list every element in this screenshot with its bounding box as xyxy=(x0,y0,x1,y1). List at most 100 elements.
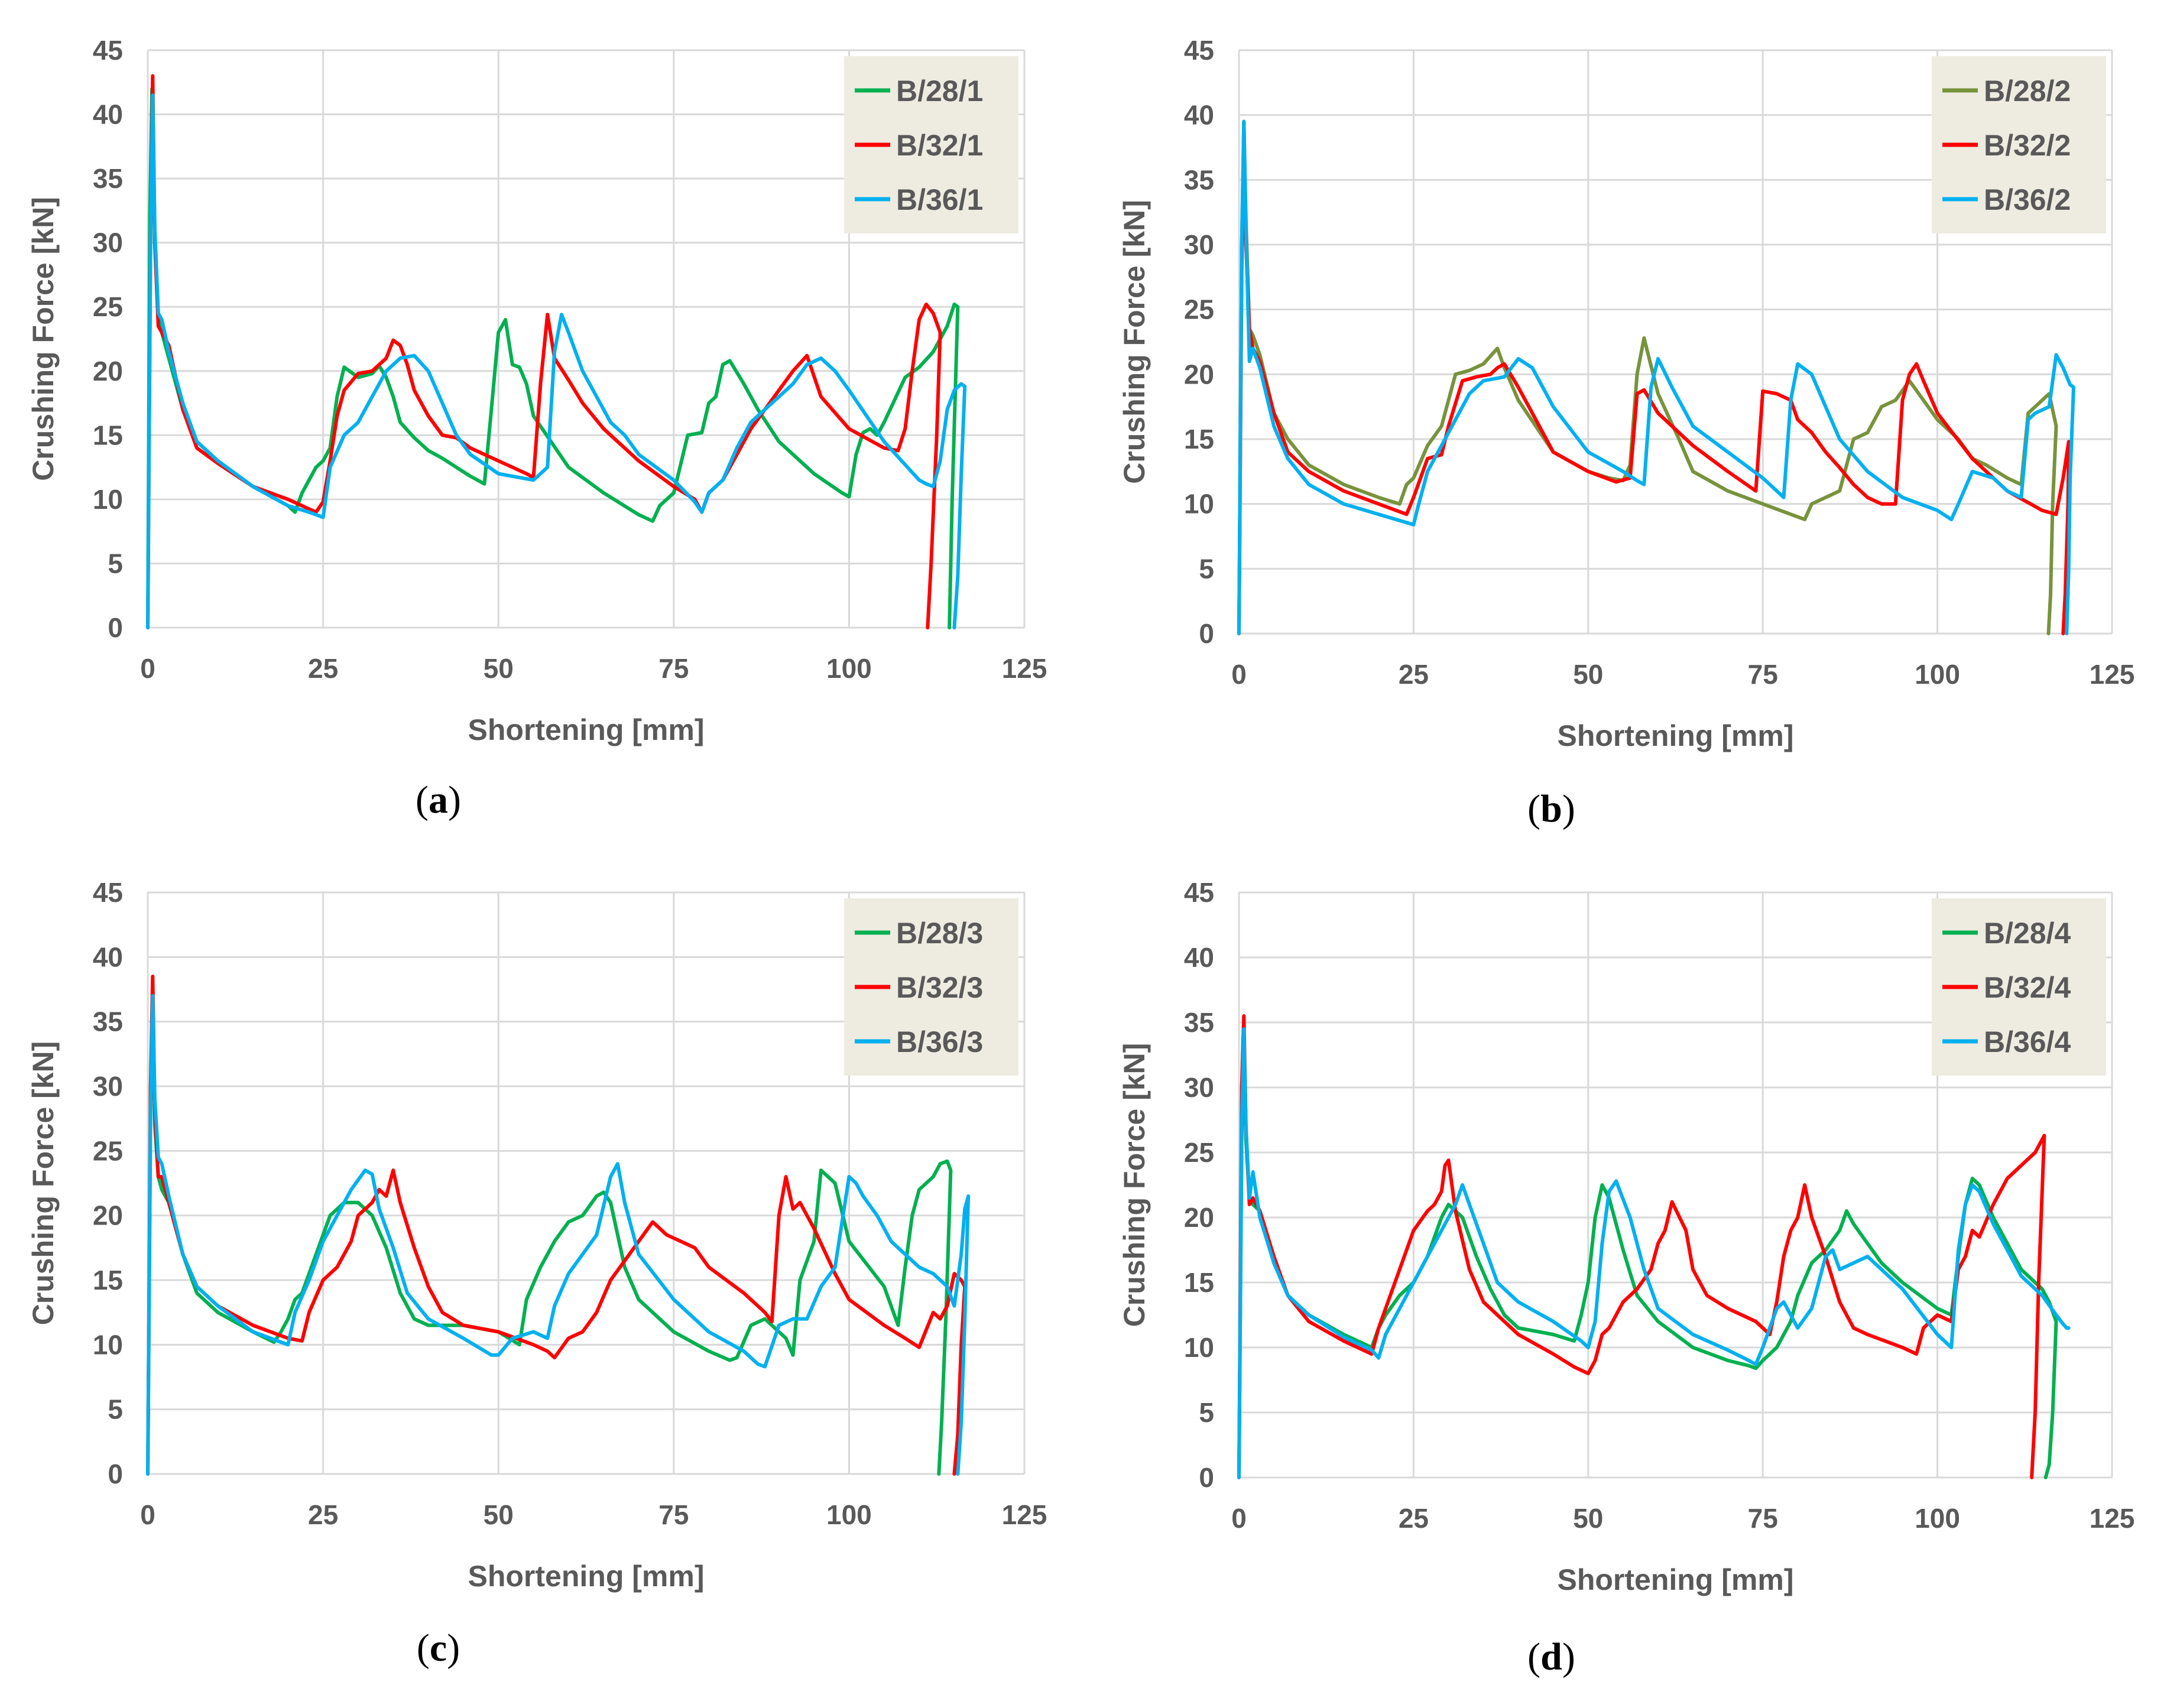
y-tick-label: 0 xyxy=(108,612,123,643)
y-tick-label: 40 xyxy=(93,99,123,130)
caption-close: ) xyxy=(448,778,461,821)
series-line-b-36-2 xyxy=(1237,119,2075,635)
y-tick-label: 45 xyxy=(93,877,123,908)
x-tick-label: 125 xyxy=(1002,653,1047,684)
y-tick-label: 25 xyxy=(93,291,123,322)
chart-d: 0 5 10 15 20 25 30 35 40 45 0 25 50 75 100 125 Shortenin… xyxy=(1118,877,2134,1678)
legend: B/28/3 B/32/3 B/36/3 xyxy=(844,898,1018,1076)
caption-open: ( xyxy=(417,1626,430,1670)
series-line-b-32-1 xyxy=(146,74,942,629)
series-line-b-36-3 xyxy=(146,993,971,1476)
panel-caption: (d) xyxy=(1527,1635,1575,1678)
y-tick-label: 25 xyxy=(1184,1137,1214,1168)
y-tick-label: 45 xyxy=(93,35,123,66)
x-tick-label: 0 xyxy=(140,1499,155,1530)
y-tick-label: 0 xyxy=(1199,1462,1214,1493)
y-tick-label: 45 xyxy=(1184,35,1214,66)
y-tick-label: 15 xyxy=(1184,1267,1214,1298)
y-axis-title: Crushing Force [kN] xyxy=(1118,200,1151,484)
y-tick-label: 10 xyxy=(93,1329,123,1360)
x-tick-label: 25 xyxy=(1399,1503,1429,1534)
x-tick-label: 75 xyxy=(1748,1503,1778,1534)
y-tick-label: 30 xyxy=(93,228,123,258)
y-tick-label: 25 xyxy=(93,1135,123,1166)
y-tick-label: 30 xyxy=(1184,229,1214,260)
legend: B/28/4 B/32/4 B/36/4 xyxy=(1932,898,2106,1076)
caption-close: ) xyxy=(1562,787,1575,830)
x-tick-label: 125 xyxy=(2090,1503,2135,1534)
caption-close: ) xyxy=(1562,1635,1575,1678)
y-tick-label: 20 xyxy=(1184,1202,1214,1233)
x-tick-label: 50 xyxy=(484,1499,514,1530)
y-tick-label: 5 xyxy=(108,1394,123,1425)
y-tick-label: 35 xyxy=(93,1006,123,1037)
legend-label: B/28/2 xyxy=(1984,74,2071,108)
caption-letter: d xyxy=(1540,1635,1562,1678)
x-tick-label: 25 xyxy=(1399,659,1429,690)
caption-open: ( xyxy=(1527,787,1540,830)
y-tick-label: 5 xyxy=(108,548,123,579)
legend-label: B/28/4 xyxy=(1984,917,2071,950)
x-tick-label: 0 xyxy=(140,653,155,684)
chart-b: 0 5 10 15 20 25 30 35 40 45 0 25 50 75 100 125 Shortenin… xyxy=(1118,35,2134,830)
x-tick-label: 100 xyxy=(1915,659,1960,690)
caption-open: ( xyxy=(416,778,429,821)
x-tick-label: 75 xyxy=(658,653,689,684)
legend: B/28/1 B/32/1 B/36/1 xyxy=(844,56,1018,233)
chart-c: 0 5 10 15 20 25 30 35 40 45 0 25 50 75 100 125 Shortenin… xyxy=(27,877,1047,1670)
y-tick-label: 15 xyxy=(93,420,123,450)
legend-label: B/28/1 xyxy=(896,74,983,108)
caption-close: ) xyxy=(447,1626,460,1670)
y-axis-title: Crushing Force [kN] xyxy=(1118,1043,1151,1327)
x-tick-label: 100 xyxy=(826,653,872,684)
legend-label: B/36/2 xyxy=(1984,183,2071,216)
y-tick-label: 25 xyxy=(1184,294,1214,325)
series-line-b-28-3 xyxy=(146,993,953,1476)
y-axis-title: Crushing Force [kN] xyxy=(27,1041,60,1326)
x-tick-label: 50 xyxy=(484,653,514,684)
x-axis-title: Shortening [mm] xyxy=(468,713,705,746)
y-tick-label: 30 xyxy=(93,1071,123,1102)
y-tick-label: 20 xyxy=(93,1200,123,1231)
x-tick-label: 100 xyxy=(1915,1503,1960,1534)
x-tick-label: 25 xyxy=(308,653,338,684)
y-tick-label: 40 xyxy=(1184,100,1214,131)
y-tick-label: 35 xyxy=(1184,1007,1214,1038)
legend: B/28/2 B/32/2 B/36/2 xyxy=(1932,56,2106,233)
panel-caption: (b) xyxy=(1527,787,1575,830)
series-line-b-28-2 xyxy=(1237,119,2058,635)
x-tick-label: 125 xyxy=(2090,659,2135,690)
x-axis-title: Shortening [mm] xyxy=(468,1560,705,1593)
y-tick-label: 40 xyxy=(93,941,123,972)
y-tick-label: 35 xyxy=(1184,164,1214,195)
caption-open: ( xyxy=(1527,1635,1540,1678)
y-tick-label: 0 xyxy=(108,1459,123,1489)
caption-letter: a xyxy=(429,778,448,821)
x-tick-label: 75 xyxy=(1748,659,1778,690)
y-tick-label: 15 xyxy=(93,1265,123,1295)
y-tick-label: 10 xyxy=(93,484,123,515)
series-line-b-28-4 xyxy=(1237,1034,2058,1479)
caption-letter: c xyxy=(430,1626,447,1670)
series-line-b-36-1 xyxy=(146,93,967,629)
panel-caption: (c) xyxy=(417,1626,460,1670)
x-tick-label: 0 xyxy=(1231,1503,1247,1534)
y-tick-label: 5 xyxy=(1199,1397,1214,1428)
y-tick-label: 30 xyxy=(1184,1072,1214,1103)
chart-a: 0 5 10 15 20 25 30 35 40 45 0 25 50 75 100 125 Shortenin… xyxy=(27,35,1047,821)
legend-label: B/36/4 xyxy=(1984,1025,2071,1058)
x-tick-label: 50 xyxy=(1573,1503,1603,1534)
y-tick-label: 45 xyxy=(1184,877,1214,908)
y-tick-label: 15 xyxy=(1184,424,1214,454)
legend-label: B/36/1 xyxy=(896,183,983,216)
legend-label: B/32/1 xyxy=(896,129,983,162)
caption-letter: b xyxy=(1540,787,1562,830)
y-tick-label: 20 xyxy=(93,356,123,387)
series-line-b-32-4 xyxy=(1237,1014,2046,1479)
x-tick-label: 25 xyxy=(308,1499,338,1530)
y-tick-label: 10 xyxy=(1184,1332,1214,1363)
x-axis-title: Shortening [mm] xyxy=(1558,719,1794,752)
y-tick-label: 20 xyxy=(1184,359,1214,389)
